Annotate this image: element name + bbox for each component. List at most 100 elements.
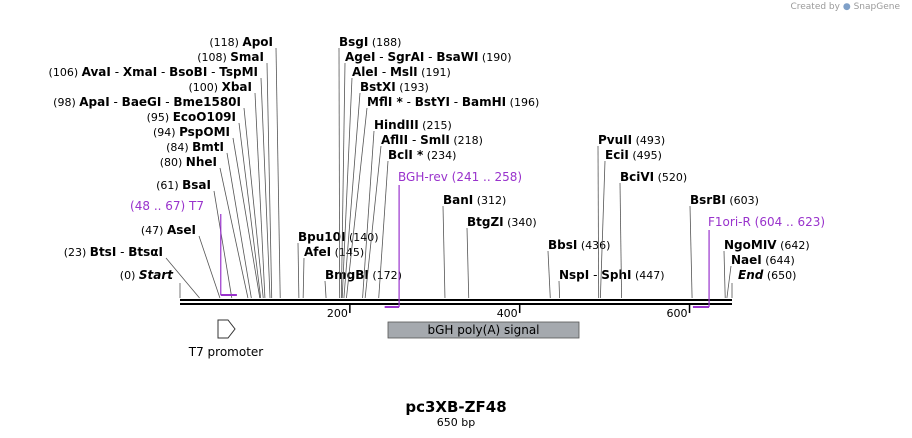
site-label-part: BanI — [443, 193, 473, 207]
site-label-part: End — [738, 268, 764, 282]
plasmid-length: 650 bp — [436, 416, 476, 429]
site-label-part: TspMI — [219, 65, 258, 79]
site-label-part: BstYI — [415, 95, 450, 109]
site-label-part: NspI — [559, 268, 589, 282]
watermark-brand: SnapGene — [853, 2, 900, 12]
ruler-tick-label: 200 — [327, 307, 348, 320]
site-connector-line — [619, 182, 622, 299]
site-label-part: BsrBI — [690, 193, 726, 207]
site-label-part: SgrAI — [387, 50, 424, 64]
restriction-site-label: BmgBI (172) — [325, 268, 402, 282]
site-label-part: (108) — [197, 51, 230, 64]
site-label-part: BsgI — [339, 35, 368, 49]
site-label-part: (106) — [49, 66, 82, 79]
primer-label: BGH-rev (241 .. 258) — [398, 170, 522, 184]
site-label-part: - — [378, 65, 390, 79]
site-label-part: - — [408, 133, 420, 147]
site-connector-line — [243, 107, 264, 299]
site-label-part: - — [110, 95, 122, 109]
site-label-part: ApoI — [242, 35, 273, 49]
plasmid-name: pc3XB-ZF48 — [405, 398, 507, 416]
restriction-site-label: BstXI (193) — [360, 80, 429, 94]
restriction-site-label: (100) XbaI — [189, 80, 252, 94]
site-label-part: BamHI — [462, 95, 506, 109]
site-label-part: BclI * — [388, 148, 424, 162]
site-label-part: (215) — [419, 119, 452, 132]
site-label-part: BtsI — [90, 245, 117, 259]
site-label-part: (603) — [726, 194, 759, 207]
restriction-site-label: MflI * - BstYI - BamHI (196) — [367, 95, 539, 109]
site-label-part: (98) — [53, 96, 79, 109]
restriction-site-label: Bpu10I (140) — [298, 230, 379, 244]
site-connector-line — [260, 77, 271, 299]
site-label-part: (190) — [478, 51, 511, 64]
site-label-part: ApaI — [79, 95, 109, 109]
site-label-part: - — [375, 50, 387, 64]
restriction-site-label: BclI * (234) — [388, 148, 456, 162]
restriction-site-label: (84) BmtI — [166, 140, 224, 154]
site-label-part: BsaI — [182, 178, 211, 192]
site-label-part: (191) — [418, 66, 451, 79]
site-label-part: BmgBI — [325, 268, 369, 282]
site-label-part: (312) — [473, 194, 506, 207]
site-label-part: (520) — [654, 171, 687, 184]
site-label-part: (47) — [141, 224, 167, 237]
site-label-part: (493) — [632, 134, 665, 147]
site-label-part: (84) — [166, 141, 192, 154]
site-label-part: (100) — [189, 81, 222, 94]
restriction-site-label: (47) AseI — [141, 223, 196, 237]
site-label-part: - — [111, 65, 123, 79]
feature-label: T7 promoter — [188, 345, 264, 359]
site-connector-line — [466, 227, 470, 299]
site-connector-line — [364, 145, 382, 299]
site-label-part: PspOMI — [179, 125, 230, 139]
site-label-part: XmaI — [123, 65, 157, 79]
site-connector-line — [302, 257, 305, 299]
site-label-part: BsoBI — [169, 65, 207, 79]
site-label-part: AflII — [381, 133, 408, 147]
site-label-part: - — [450, 95, 462, 109]
site-label-part: (23) — [64, 246, 90, 259]
restriction-site-label: BanI (312) — [443, 193, 506, 207]
snapgene-logo-icon: ● — [842, 2, 851, 12]
restriction-site-label: EciI (495) — [605, 148, 662, 162]
site-label-part: (0) — [120, 269, 139, 282]
restriction-site-label: NgoMIV (642) — [724, 238, 810, 252]
site-label-part: BaeGI — [122, 95, 162, 109]
restriction-site-label: AfeI (145) — [304, 245, 364, 259]
restriction-site-label: (61) BsaI — [156, 178, 211, 192]
site-label-part: Bme1580I — [173, 95, 241, 109]
site-label-part: (642) — [777, 239, 810, 252]
site-label-part: - — [207, 65, 219, 79]
restriction-site-label: AgeI - SgrAI - BsaWI (190) — [345, 50, 512, 64]
site-connector-line — [297, 242, 300, 299]
site-connector-line — [547, 250, 551, 299]
primer-range: (48 .. 67) — [130, 199, 189, 213]
site-label-part: MslI — [390, 65, 418, 79]
restriction-site-label: BciVI (520) — [620, 170, 687, 184]
site-connector-line — [324, 280, 327, 299]
restriction-site-label: (118) ApoI — [209, 35, 273, 49]
site-label-part: (644) — [762, 254, 795, 267]
restriction-site-label: NaeI (644) — [731, 253, 795, 267]
site-connector-line — [165, 257, 200, 299]
site-connector-line — [254, 92, 266, 299]
site-label-part: (495) — [629, 149, 662, 162]
site-label-part: (61) — [156, 179, 182, 192]
site-label-part: SmlI — [420, 133, 450, 147]
primer-range: (604 .. 623) — [755, 215, 825, 229]
site-connector-line — [346, 107, 368, 299]
site-label-part: (447) — [631, 269, 664, 282]
site-label-part: (234) — [423, 149, 456, 162]
site-label-part: (650) — [763, 269, 796, 282]
site-connector-line — [689, 205, 693, 299]
site-label-part: (118) — [209, 36, 242, 49]
site-label-part: (95) — [147, 111, 173, 124]
primer-label: (48 .. 67) T7 — [130, 199, 204, 213]
restriction-site-label: NspI - SphI (447) — [559, 268, 665, 282]
site-connector-line — [338, 47, 341, 299]
site-label-part: BsaWI — [436, 50, 478, 64]
site-label-part: (140) — [345, 231, 378, 244]
site-connector-line — [378, 160, 389, 299]
restriction-site-label: AleI - MslI (191) — [352, 65, 451, 79]
